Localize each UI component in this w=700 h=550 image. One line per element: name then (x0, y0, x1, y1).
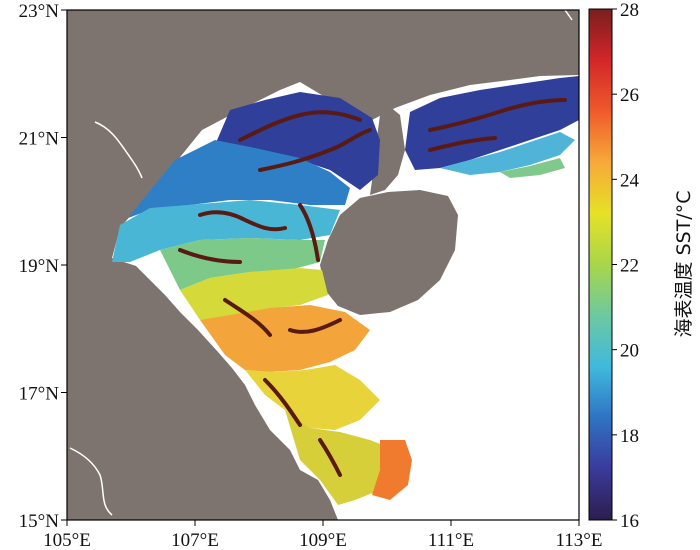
front-line-10 (428, 136, 497, 152)
front-line-4 (298, 203, 320, 262)
map-panel (67, 10, 579, 520)
rivers (69, 10, 573, 516)
colorbar-label: 海表温度 SST/°C (673, 191, 695, 338)
colorbar-bar (588, 8, 613, 521)
colorbar-tick-label: 28 (620, 0, 639, 21)
sst-fronts (178, 98, 567, 477)
colorbar-ticks: 28 26 24 22 20 18 16 (612, 0, 640, 532)
x-tick-label: 111°E (428, 530, 474, 550)
river-2 (69, 447, 113, 516)
front-line-7 (288, 318, 342, 334)
x-tick-label: 107°E (171, 530, 219, 550)
front-line-2 (258, 128, 372, 172)
colorbar-tick-label: 18 (620, 426, 639, 447)
colorbar-tick-label: 26 (620, 85, 639, 106)
sst-gulf-south-green (160, 238, 325, 290)
sst-yellow-band (180, 268, 328, 320)
sst-yellow-far-south (285, 410, 400, 505)
front-line-9 (428, 98, 567, 132)
x-tick-label: 109°E (299, 530, 347, 550)
x-axis: 105°E 107°E 109°E 111°E 113°E (43, 520, 603, 550)
leizhou-peninsula (370, 100, 405, 195)
y-axis: 23°N 21°N 19°N 17°N 15°N (19, 1, 67, 532)
y-tick-label: 19°N (19, 256, 60, 277)
front-line-5 (178, 248, 242, 264)
y-tick-label: 21°N (19, 129, 60, 150)
front-line-8 (263, 378, 302, 427)
colorbar-tick-label: 24 (620, 170, 640, 191)
colorbar-tick-label: 16 (620, 511, 639, 532)
sst-field (112, 76, 579, 505)
sst-gulf-northwest (128, 140, 350, 218)
sst-orange-southeast (372, 440, 412, 500)
colorbar-tick-label: 22 (620, 256, 639, 277)
front-line-11 (318, 438, 342, 477)
y-tick-label: 23°N (19, 1, 60, 22)
front-line-1 (238, 110, 362, 142)
x-tick-label: 113°E (556, 530, 603, 550)
sst-gulf-north (215, 92, 380, 190)
hainan-island (320, 190, 458, 315)
y-tick-label: 15°N (19, 511, 60, 532)
front-line-6 (223, 298, 272, 337)
x-tick-label: 105°E (43, 530, 91, 550)
sst-yellow-south (245, 365, 380, 430)
river-3 (564, 10, 573, 21)
colorbar-tick-label: 20 (620, 341, 639, 362)
colorbar: 28 26 24 22 20 18 16 海表温度 SST/°C (588, 0, 695, 532)
front-line-3 (198, 210, 287, 232)
sst-east-green (500, 158, 565, 178)
river-1 (94, 121, 143, 179)
sst-orange-central (200, 305, 370, 372)
y-tick-label: 17°N (19, 384, 60, 405)
sst-east-cyan (440, 132, 575, 175)
sst-gulf-mid (112, 200, 340, 262)
